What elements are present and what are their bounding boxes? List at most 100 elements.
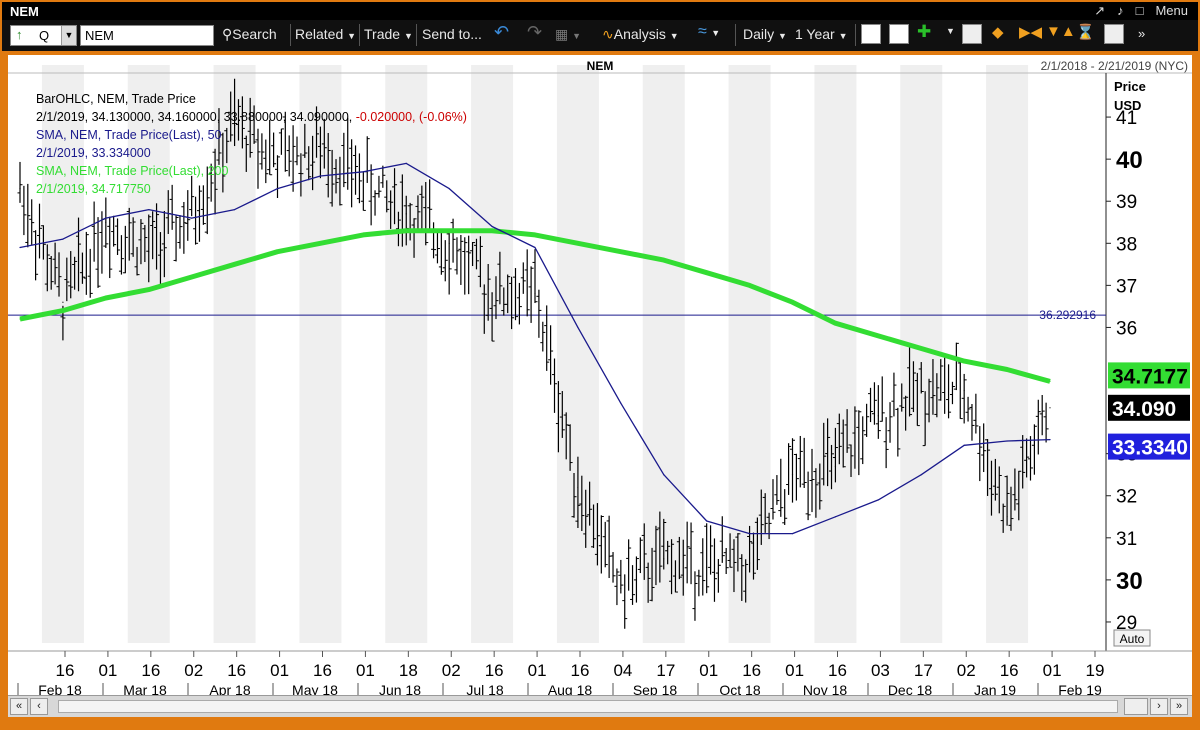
ohlc-bar [235,99,241,141]
ohlc-bar [591,504,597,548]
chart-area[interactable]: NEM 2/1/2018 - 2/21/2019 (NYC) Price USD 36.… [8,55,1192,695]
scroll-far-right-button[interactable]: » [1170,698,1188,715]
x-day-label: 17 [656,661,675,680]
x-day-label: 01 [98,661,117,680]
ohlc-bar [942,354,948,414]
line-chart-icon[interactable] [861,24,881,44]
x-day-label: 01 [356,661,375,680]
scroll-right-button[interactable]: › [1150,698,1168,715]
series-point [963,360,965,362]
scroll-right-icon[interactable]: ▶◀ [1019,24,1043,41]
ohlc-bar [64,257,70,302]
analysis-button[interactable]: ∿Analysis ▼ [602,26,679,42]
x-day-label: 02 [957,661,976,680]
slider-thumb[interactable] [1124,698,1148,715]
range-select[interactable]: 1 Year ▼ [795,26,848,42]
security-type-value: Q [39,28,50,43]
ohlc-bar [953,342,959,391]
ohlc-bar [988,460,994,516]
x-day-label: 01 [270,661,289,680]
x-day-label: 01 [528,661,547,680]
crosshair-icon[interactable]: ✚ [917,22,932,41]
series-point [362,234,364,236]
period-select[interactable]: Daily ▼ [743,26,787,42]
ohlc-bar [1043,402,1049,443]
pin-icon[interactable]: ↗ [1094,3,1106,18]
series-point [233,263,236,265]
scroll-left-button[interactable]: ‹ [30,698,48,715]
ohlc-bar [485,263,491,321]
more-chevron-icon[interactable]: » [1138,26,1146,41]
send-to-button[interactable]: Send to... [422,26,482,42]
ohlc-bar [875,385,881,439]
symbol-input[interactable]: NEM [80,25,214,46]
ohlc-bar [544,305,550,371]
studies-icon[interactable]: ≈ ▼ [698,23,721,40]
x-day-label: 18 [399,661,418,680]
bell-icon[interactable]: ♪ [1117,3,1124,18]
ohlc-bar [431,222,437,259]
ohlc-bar [138,219,144,265]
menu-button[interactable]: Menu [1155,3,1188,18]
related-label: Related [295,26,344,42]
ohlc-bar [602,521,608,568]
legend-line: SMA, NEM, Trade Price(Last), 200 [36,164,228,178]
price-tag-label: 34.090 [1112,398,1176,421]
series-point [191,276,193,278]
expand-icon[interactable]: ▼▲ [1046,23,1076,40]
ohlc-bar [360,171,366,211]
series-point [276,251,279,253]
ohlc-bar [493,276,499,320]
price-chart[interactable]: NEM 2/1/2018 - 2/21/2019 (NYC) Price USD 36.… [8,55,1192,695]
time-slider[interactable] [58,700,1118,713]
x-day-label: 01 [1043,661,1062,680]
ohlc-bar [711,538,717,602]
x-month-label: Dec 18 [888,682,933,695]
ohlc-bar [786,443,792,495]
camera-icon[interactable]: ▦ ▼ [555,26,582,42]
x-month-label: Jan 19 [974,682,1016,695]
ohlc-bar [758,489,764,545]
ohlc-bar [263,139,269,184]
crosshair-dropdown[interactable]: ▼ [946,26,955,36]
ohlc-bar [583,489,589,548]
ohlc-bar [497,251,503,305]
series-point [834,322,837,324]
search-button[interactable]: ⚲Search [222,26,277,43]
ohlc-bar [766,512,772,540]
ohlc-bar [860,416,866,465]
ohlc-bar [918,362,924,394]
ohlc-bar [286,135,292,177]
dropdown-icon[interactable]: ▼ [61,26,76,45]
undo-icon[interactable]: ↶ [494,22,510,42]
compare-chart-icon[interactable] [889,24,909,44]
x-day-label: 16 [141,661,160,680]
ohlc-bar [33,230,39,281]
series-point [577,486,579,488]
chart-title: NEM [587,59,614,73]
ohlc-bar [926,378,932,423]
zoom-icon[interactable] [962,24,982,44]
x-month-label: Jun 18 [379,682,421,695]
ohlc-bar [934,373,940,418]
trade-button[interactable]: Trade ▼ [364,26,413,42]
chart-band [986,65,1029,643]
related-button[interactable]: Related ▼ [295,26,356,42]
compress-icon[interactable]: ⌛ [1076,24,1095,41]
x-day-label: 16 [828,661,847,680]
ohlc-bar [196,185,202,242]
ohlc-bar [797,435,803,488]
redo-icon[interactable]: ↷ [527,22,543,42]
ohlc-bar [829,444,835,490]
ohlc-bar [220,132,226,193]
scroll-left-icon[interactable]: ◆ [992,24,1004,41]
x-day-label: 02 [184,661,203,680]
window-icon[interactable]: □ [1135,3,1144,18]
export-icon[interactable] [1104,24,1124,44]
scroll-far-left-button[interactable]: « [10,698,28,715]
security-type-select[interactable]: ↑ Q ▼ [10,25,77,46]
series-point [405,230,407,232]
ohlc-bar [1000,503,1006,533]
series-point [62,238,64,240]
ohlc-bar [458,234,464,285]
